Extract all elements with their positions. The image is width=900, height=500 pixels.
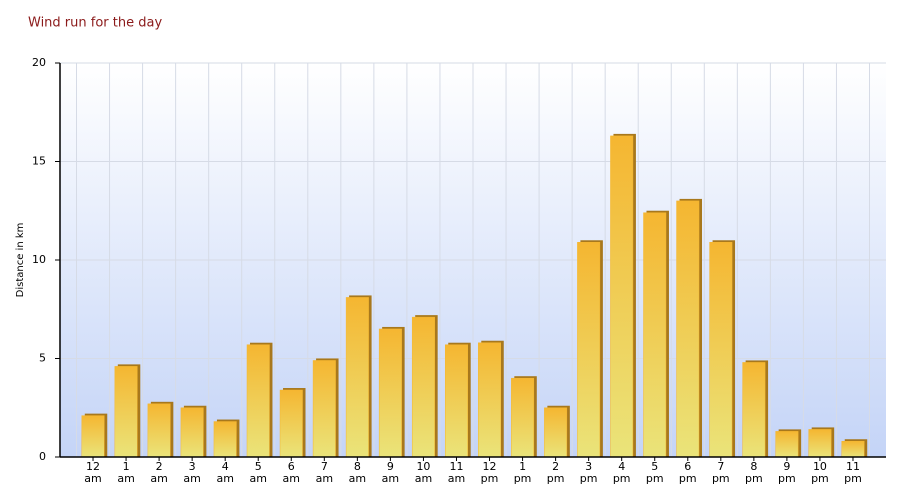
x-tick-label: 5 pm xyxy=(645,460,664,485)
x-tick-label: 3 am xyxy=(183,460,201,485)
bar xyxy=(511,377,535,458)
y-tick-label: 0 xyxy=(39,450,46,463)
bar xyxy=(378,328,402,458)
y-tick-label: 15 xyxy=(32,155,46,168)
x-tick-label: 10 am xyxy=(414,460,433,485)
bar xyxy=(114,366,138,458)
y-tick-label: 20 xyxy=(32,56,46,69)
y-tick-label: 10 xyxy=(32,253,46,266)
y-tick-label: 5 xyxy=(39,352,46,365)
x-tick-label: 11 pm xyxy=(844,460,862,485)
x-tick-label: 12 am xyxy=(84,460,102,485)
bar xyxy=(841,440,865,458)
x-tick-label: 9 pm xyxy=(778,460,796,485)
x-tick-label: 12 pm xyxy=(480,460,499,485)
x-tick-label: 8 pm xyxy=(744,460,763,485)
bar xyxy=(775,431,799,458)
bar xyxy=(279,389,303,458)
bar xyxy=(478,342,502,458)
x-tick-label: 1 am xyxy=(117,460,135,485)
bar xyxy=(246,344,270,458)
bar xyxy=(643,212,667,458)
x-tick-label: 4 am xyxy=(216,460,234,485)
x-tick-label: 2 am xyxy=(150,460,168,485)
x-tick-label: 10 pm xyxy=(811,460,829,485)
x-tick-label: 6 am xyxy=(282,460,300,485)
bar xyxy=(312,360,336,458)
bar xyxy=(81,415,105,458)
bar xyxy=(544,407,568,458)
bar xyxy=(147,403,171,458)
bar xyxy=(676,200,700,458)
bar xyxy=(577,242,601,458)
bar xyxy=(610,135,634,458)
x-tick-label: 4 pm xyxy=(612,460,631,485)
x-tick-label: 2 pm xyxy=(546,460,565,485)
bar xyxy=(709,242,733,458)
bar xyxy=(742,362,766,458)
bar xyxy=(213,421,237,458)
y-axis-label: Distance in km xyxy=(15,223,26,298)
bar xyxy=(444,344,468,458)
x-tick-label: 1 pm xyxy=(513,460,532,485)
bar xyxy=(345,297,369,458)
chart-title: Wind run for the day xyxy=(28,16,162,31)
x-tick-label: 5 am xyxy=(249,460,267,485)
bar xyxy=(411,316,435,458)
x-tick-label: 8 am xyxy=(348,460,367,485)
x-tick-label: 7 pm xyxy=(711,460,730,485)
bar xyxy=(180,407,204,458)
x-tick-label: 6 pm xyxy=(678,460,697,485)
x-tick-label: 3 pm xyxy=(579,460,598,485)
bar xyxy=(808,429,832,458)
x-tick-label: 7 am xyxy=(315,460,334,485)
x-tick-label: 11 am xyxy=(447,460,466,485)
x-tick-label: 9 am xyxy=(381,460,400,485)
